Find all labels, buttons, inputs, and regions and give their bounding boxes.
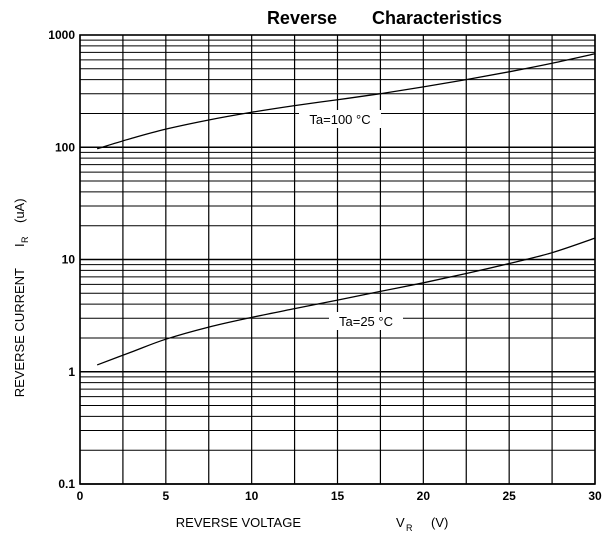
x-axis-unit: (V) [431,515,448,530]
y-tick-label: 1 [68,365,75,379]
x-tick-label: 20 [417,489,431,503]
y-axis-label: REVERSE CURRENT I R (uA) [12,198,30,397]
x-tick-label: 5 [162,489,169,503]
x-tick-label: 25 [502,489,516,503]
y-axis-subscript: R [20,236,30,243]
annotation-25c-bg [329,312,403,330]
annotation-25c-label: Ta=25 °C [339,314,393,329]
y-tick-label: 100 [55,140,75,154]
x-tick-label: 15 [331,489,345,503]
x-tick-labels: 0 5 10 15 20 25 30 [77,489,602,503]
series-line-100c [96,53,596,150]
y-tick-labels: 0.1 1 10 100 1000 [48,28,75,491]
annotation-25c: Ta=25 °C [329,312,403,330]
y-tick-label: 1000 [48,28,75,42]
y-axis-title: REVERSE CURRENT [12,268,27,397]
y-tick-label: 0.1 [58,477,75,491]
plot-frame [79,34,596,485]
x-axis-title: REVERSE VOLTAGE [176,515,302,530]
y-tick-label: 10 [62,253,76,267]
series-lines [96,53,596,366]
x-axis-subscript: R [406,523,413,533]
y-axis-symbol: I [12,243,27,247]
chart-title-part1: Reverse [267,8,337,28]
y-axis-unit: (uA) [12,198,27,223]
annotation-100c-bg [299,110,381,128]
x-tick-label: 0 [77,489,84,503]
grid [79,34,596,485]
annotation-100c: Ta=100 °C [299,110,381,128]
x-axis-label: REVERSE VOLTAGE V R (V) [176,515,449,533]
x-axis-symbol: V [396,515,405,530]
annotation-100c-label: Ta=100 °C [309,112,370,127]
x-tick-label: 10 [245,489,259,503]
x-tick-label: 30 [588,489,602,503]
series-line-25c [96,237,596,366]
chart-title-part2: Characteristics [372,8,502,28]
